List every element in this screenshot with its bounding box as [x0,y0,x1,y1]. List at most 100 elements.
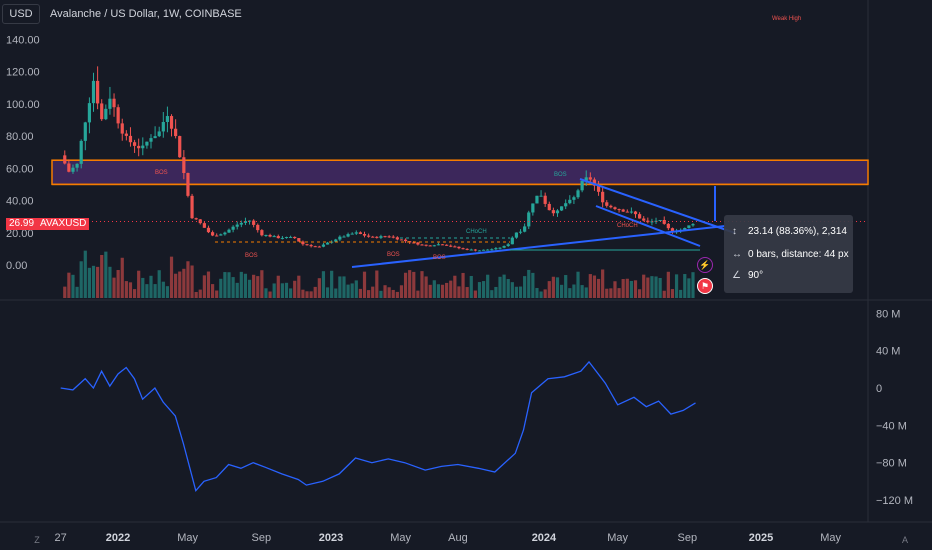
candle-body [642,218,646,221]
volume-bar [592,275,597,298]
volume-bar [342,276,346,298]
volume-bar [334,288,338,298]
candle-body [691,224,695,226]
volume-bar [280,283,284,298]
candle-body [288,236,293,238]
candle-body [625,211,629,213]
candle-body [219,234,223,236]
volume-bar [169,256,174,298]
candle-body [666,223,670,229]
volume-bar [629,280,633,298]
volume-bar [260,270,264,298]
indicator-axis-tick: 0 [876,383,882,395]
volume-bar [383,285,387,298]
volume-bar [416,290,420,298]
volume-bar [83,250,87,298]
volume-bar [309,291,313,298]
volume-bar [551,276,555,298]
bos-label: BOS [245,253,258,259]
candle-body [568,199,572,204]
volume-bar [202,275,206,298]
angle-icon: ∠ [732,270,741,281]
volume-bar [354,280,358,298]
candle-body [157,131,161,137]
volume-bar [424,276,428,298]
volume-bar [568,288,572,298]
auto-scale-button[interactable]: A [901,535,908,545]
volume-layer [63,250,695,298]
time-axis-tick: May [607,532,628,544]
candle-body [580,180,584,191]
lightning-icon[interactable]: ⚡ [697,257,713,273]
volume-bar [223,272,227,298]
candle-body [527,212,531,227]
candle-body [215,235,219,237]
candle-body [260,230,264,236]
price-axis-tick: 40.00 [6,196,34,208]
candle-body [416,242,420,245]
candle-body [457,246,461,249]
candle-body [231,226,235,230]
volume-bar [145,284,149,298]
candle-body [490,249,494,251]
candle-body [613,207,617,210]
candle-body [391,236,395,238]
volume-bar [330,270,334,298]
candle-body [194,218,198,220]
volume-bar [514,286,519,298]
us-flag-event-icon[interactable]: ⚑ [697,278,713,294]
time-axis-tick: Sep [252,532,272,544]
volume-bar [288,288,293,298]
candle-body [683,227,687,230]
volume-bar [588,274,592,298]
candle-body [564,203,568,207]
volume-bar [252,274,256,298]
candle-body [486,249,490,251]
candle-body [132,142,137,146]
volume-bar [313,286,317,298]
measure-tooltip: ↕ 23.14 (88.36%), 2,314 ↔ 0 bars, distance… [724,215,853,293]
zoom-toggle-button[interactable]: Z [34,535,40,545]
candle-body [334,239,338,242]
measure-price-row: ↕ 23.14 (88.36%), 2,314 [732,225,847,239]
volume-bar [268,291,272,298]
volume-bar [412,271,416,298]
volume-bar [178,271,182,298]
candle-body [247,220,252,222]
volume-bar [445,282,449,298]
time-axis-tick: 2022 [106,532,130,544]
volume-bar [642,274,646,298]
volume-bar [161,281,165,298]
candle-body [243,221,248,223]
volume-bar [120,257,124,298]
candle-body [297,238,301,242]
drawing-layer: BOS BOS BOS BOS BOS CHoCH CHoCH Weak High [40,16,868,268]
candle-body [264,234,268,236]
volume-bar [112,277,116,298]
volume-bar [687,278,691,298]
candle-body [141,145,145,149]
volume-bar [325,287,330,298]
volume-bar [428,284,432,298]
volume-bar [153,284,157,298]
time-axis-tick: 2024 [532,532,557,544]
candle-body [210,232,215,236]
time-axis-tick: May [177,532,198,544]
volume-bar [91,265,96,298]
volume-bar [531,272,535,298]
volume-bar [87,267,92,298]
time-axis-tick: 2025 [749,532,773,544]
candle-body [596,185,601,192]
volume-bar [523,276,527,298]
candle-body [145,141,149,146]
volume-bar [399,285,404,298]
volume-bar [481,281,486,298]
volume-bar [638,289,642,298]
volume-bar [375,270,379,298]
volume-bar [440,284,445,298]
currency-selector[interactable]: USD [2,4,40,24]
volume-bar [674,274,679,298]
candle-body [379,236,383,238]
volume-bar [494,286,498,298]
volume-bar [432,280,436,298]
